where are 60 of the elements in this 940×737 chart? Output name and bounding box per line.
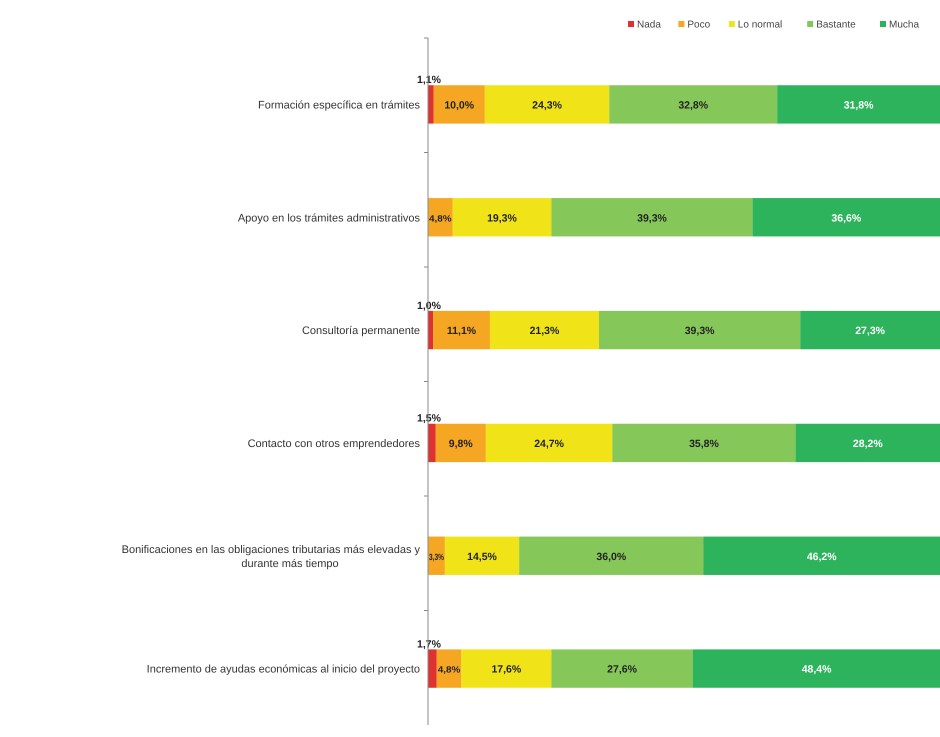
data-label: 24,7%	[534, 438, 565, 450]
y-tick-label: Consultoría permanente	[302, 325, 420, 338]
bar	[796, 424, 940, 462]
bar	[436, 424, 486, 462]
bar	[484, 85, 610, 124]
bar	[777, 85, 940, 124]
bar	[551, 649, 693, 688]
data-label: 27,3%	[855, 325, 886, 338]
data-label: 11,1%	[446, 325, 477, 338]
y-tick-label: Apoyo en los trámites administrativos	[238, 212, 420, 224]
y-tick-label: Contacto con otros emprendedores	[248, 438, 420, 450]
data-label: 36,0%	[596, 550, 627, 563]
data-label: 4,8%	[438, 664, 460, 675]
data-label: 10,0%	[444, 99, 475, 112]
data-label: 28,2%	[852, 438, 884, 450]
data-label: 19,3%	[487, 212, 518, 224]
bar	[800, 310, 940, 350]
data-label: 4,8%	[429, 213, 452, 224]
bar	[434, 85, 485, 124]
data-label: 39,3%	[637, 212, 668, 224]
bar	[452, 198, 552, 236]
legend-label: Poco	[687, 20, 711, 30]
data-label: 21,3%	[530, 325, 560, 338]
y-tick-label: Incremento de ayudas económicas al inicio del proyecto	[146, 664, 420, 676]
bar	[428, 424, 436, 462]
data-label: 31,8%	[844, 99, 874, 112]
bar	[551, 198, 753, 236]
bar	[703, 536, 940, 575]
legend-label: Lo normal	[738, 20, 782, 30]
data-label: 27,6%	[607, 664, 638, 676]
data-label: 48,4%	[802, 664, 832, 676]
bar	[519, 536, 704, 575]
bar	[752, 198, 940, 236]
data-label: 17,6%	[491, 664, 522, 676]
y-tick-label: Bonificaciones en las obligaciones tributarias más elevadas y durante más tiempo	[122, 544, 420, 570]
bar	[609, 85, 778, 124]
data-label: 35,8%	[689, 438, 720, 450]
bar	[599, 310, 800, 350]
data-label: 9,8%	[448, 438, 474, 450]
legend-label: Nada	[637, 20, 662, 30]
bar	[428, 649, 437, 688]
bar	[433, 310, 490, 350]
data-label: 32,8%	[678, 99, 709, 112]
bar	[692, 649, 940, 688]
bar	[461, 649, 552, 688]
data-label: 3,3%	[429, 552, 450, 562]
legend-label: Bastante	[816, 20, 856, 30]
data-label: 1,0%	[417, 300, 442, 312]
legend-label: Mucha	[889, 20, 920, 30]
data-label: 36,6%	[831, 212, 862, 224]
data-label: 14,5%	[467, 550, 498, 563]
data-label: 24,3%	[532, 99, 563, 112]
data-label: 46,2%	[806, 550, 838, 563]
bar	[612, 424, 796, 462]
bar	[436, 649, 462, 688]
data-label: 39,3%	[684, 325, 716, 338]
y-tick-label: Formación específica en trámites	[258, 99, 420, 112]
bar	[486, 424, 612, 462]
bar	[444, 536, 520, 575]
bar	[490, 310, 600, 350]
